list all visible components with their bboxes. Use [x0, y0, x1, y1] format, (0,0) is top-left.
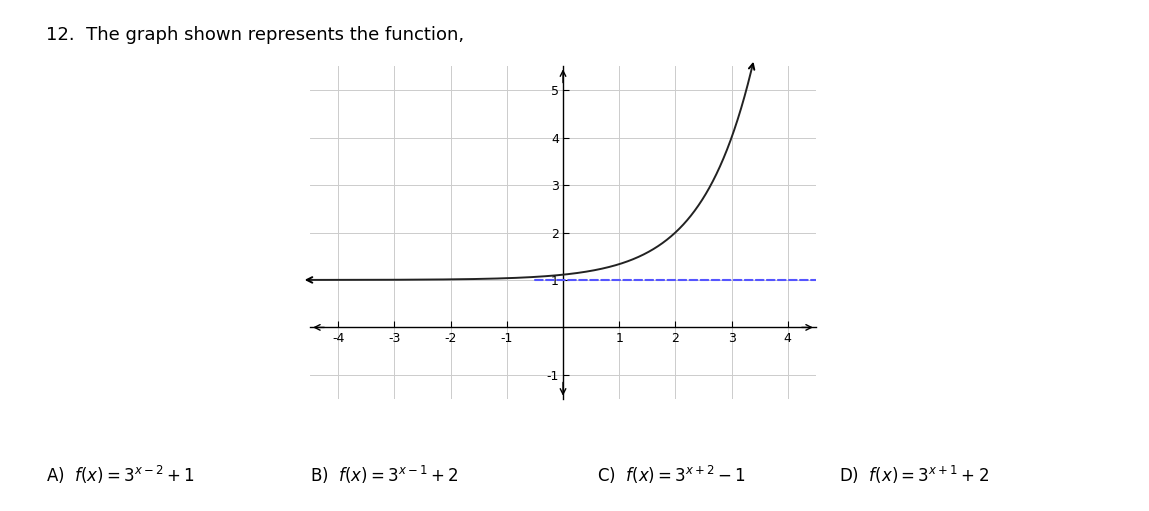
Text: A)  $f(x) = 3^{x-2} + 1$: A) $f(x) = 3^{x-2} + 1$ — [46, 464, 195, 486]
Text: B)  $f(x) = 3^{x-1} + 2$: B) $f(x) = 3^{x-1} + 2$ — [310, 464, 458, 486]
Text: D)  $f(x) = 3^{x+1} + 2$: D) $f(x) = 3^{x+1} + 2$ — [839, 464, 989, 486]
Text: 12.  The graph shown represents the function,: 12. The graph shown represents the funct… — [46, 26, 464, 43]
Text: C)  $f(x) = 3^{x+2} - 1$: C) $f(x) = 3^{x+2} - 1$ — [597, 464, 747, 486]
